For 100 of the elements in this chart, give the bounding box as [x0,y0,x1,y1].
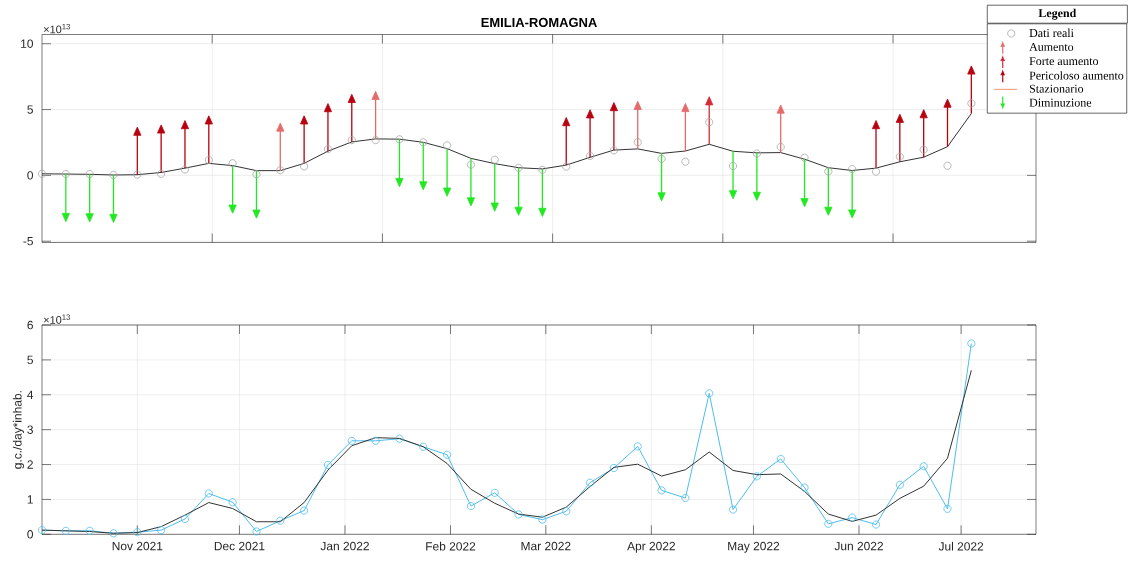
point [38,526,46,535]
point [681,494,690,503]
point [681,157,690,166]
point [180,165,189,174]
point [466,197,475,207]
point [85,170,94,179]
point [300,162,309,171]
point [61,213,70,223]
text: ×10$^{13}$ [43,314,70,324]
point [371,436,380,445]
point [538,207,547,217]
point [871,120,881,130]
point [657,486,666,495]
y-tick-label: 0 [27,530,34,539]
legend-label: Forte aumento [1029,57,1099,66]
point [490,155,499,164]
point [633,100,642,110]
point [800,483,809,492]
point [514,510,523,519]
y-tick-label: 2 [27,460,33,469]
point [323,145,332,154]
point [466,502,475,511]
point [681,103,690,113]
point [633,442,642,451]
point [252,527,261,536]
point [371,136,380,145]
y-tick-label: 5 [27,355,33,365]
point [252,209,261,219]
legend-label: Stazionario [1029,84,1084,93]
x-tick-label: Feb 2022 [426,541,476,551]
point [967,339,976,348]
point [323,103,332,113]
x-tick-label: Jan 2022 [320,541,369,551]
point [848,209,857,219]
point [705,118,714,127]
point [61,526,70,535]
point [347,93,356,103]
point [300,506,309,515]
point [276,516,285,525]
chart-title: EMILIA-ROMAGNA [481,17,597,27]
point [824,167,833,176]
point [133,528,142,537]
y-tick-label: 5 [27,105,33,114]
point [180,120,190,130]
point [729,505,738,514]
point [752,191,761,201]
point [204,489,213,498]
point [419,181,428,191]
point [38,169,46,178]
point [919,462,928,471]
point [490,488,499,497]
point [562,162,571,171]
x-tick-label: Apr 2022 [627,541,675,553]
legend-label: Pericoloso aumento [1029,71,1124,80]
y-tick-label: 10 [21,39,34,48]
point [228,159,237,168]
point [729,190,738,200]
point [371,90,380,100]
x-tick-label: May 2022 [728,541,780,553]
point [252,170,261,179]
point [443,141,452,150]
y-tick-label: -5 [23,237,33,246]
point [180,514,189,523]
point [872,167,881,176]
point [300,115,309,125]
point [538,165,547,174]
point [586,478,595,487]
point [633,138,642,147]
point [109,170,118,179]
point [848,513,857,522]
point [967,65,976,75]
x-tick-label: Mar 2022 [521,541,571,551]
point [824,206,833,216]
point [419,138,428,147]
point [443,187,452,197]
point [395,434,404,443]
y-tick-label: 3 [27,425,33,434]
point [109,213,118,223]
y-tick-label: 4 [27,390,34,399]
legend-title: Legend [1038,8,1077,20]
point [609,464,618,473]
point [895,480,904,489]
point [514,163,523,172]
point [443,450,452,459]
point [609,102,618,112]
point [848,165,857,174]
point [824,519,833,528]
point [133,170,142,179]
point [943,161,952,170]
point [657,154,666,163]
point [657,192,666,202]
point [276,122,285,132]
point [204,155,213,164]
point [776,104,785,114]
x-tick-label: Nov 2021 [112,541,163,551]
point [323,460,332,469]
line-series [41,369,972,534]
point [466,160,475,169]
point [872,520,881,529]
point [514,206,523,216]
